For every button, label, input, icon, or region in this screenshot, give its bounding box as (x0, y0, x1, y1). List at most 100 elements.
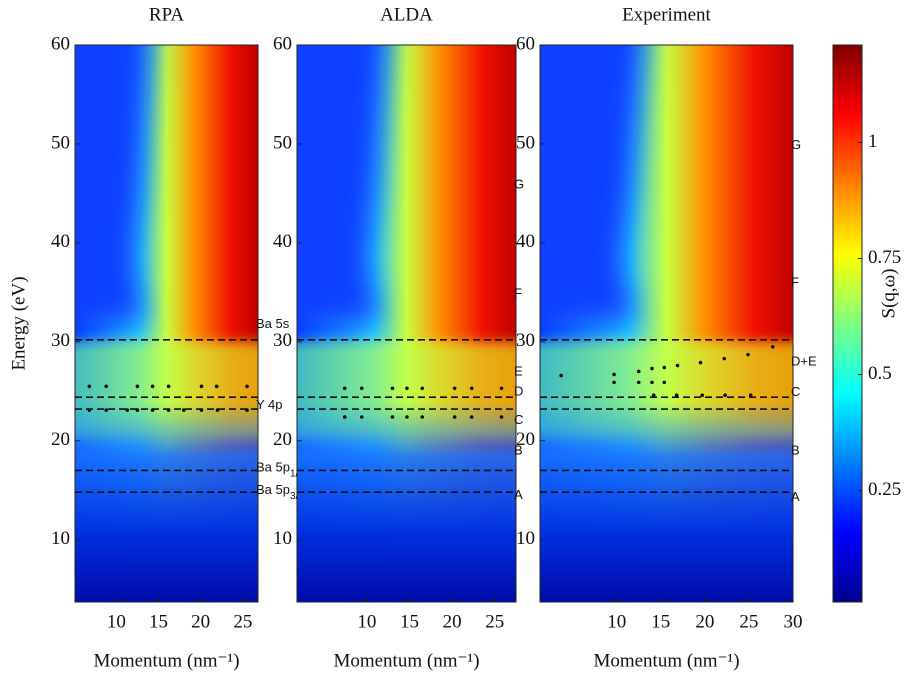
annotation-text: D+E (791, 354, 817, 369)
y-tick-label: 40 (516, 231, 535, 252)
data-point (342, 386, 347, 391)
x-tick-label: 10 (107, 611, 126, 632)
data-point (420, 386, 425, 391)
x-axis-label: Momentum (nm⁻¹) (333, 650, 479, 671)
data-point (650, 380, 654, 385)
x-tick-label: 20 (695, 611, 714, 632)
panel-title: RPA (149, 4, 184, 25)
annotation-text: B (514, 443, 523, 458)
heatmap (75, 45, 258, 602)
annotation: A (514, 488, 523, 503)
data-point (245, 408, 249, 412)
data-point (245, 384, 249, 389)
frame (296, 44, 517, 603)
annotation: D+E (791, 354, 817, 369)
colorbar (832, 44, 863, 603)
data-point (87, 408, 92, 412)
data-point (469, 415, 474, 419)
x-axis-label: Momentum (nm⁻¹) (593, 650, 739, 671)
annotation-text: C (514, 412, 523, 427)
y-tick-label: 40 (273, 231, 292, 252)
annotation-text: E (514, 364, 523, 379)
x-tick-label: 15 (651, 611, 670, 632)
data-point (499, 415, 504, 419)
annotation: F (791, 275, 799, 290)
panel-title: ALDA (380, 4, 433, 25)
heatmap-shade (297, 45, 387, 323)
data-point (559, 373, 563, 378)
data-point (722, 356, 727, 361)
heatmap (540, 45, 793, 602)
y-axis-label: Energy (eV) (8, 276, 29, 370)
y-tick-label: 20 (273, 429, 292, 450)
data-point (405, 386, 409, 391)
data-point (199, 384, 204, 389)
annotation: F (514, 286, 522, 301)
x-tick-label: 10 (357, 611, 376, 632)
y-tick-label: 10 (273, 528, 292, 549)
data-point (150, 384, 155, 389)
data-point (199, 408, 204, 412)
data-point (359, 386, 364, 391)
data-point (166, 384, 171, 389)
frame (74, 44, 259, 603)
annotation-text: Y 4p (256, 398, 283, 413)
annotation: E (514, 364, 523, 379)
annotation-text: D (514, 384, 523, 399)
data-point (662, 380, 667, 385)
data-point (674, 393, 679, 398)
data-point (166, 408, 171, 412)
data-point (87, 384, 92, 389)
heatmap-low (540, 401, 793, 602)
y-tick-label: 40 (51, 231, 70, 252)
data-point (150, 408, 155, 412)
data-point (359, 415, 364, 419)
annotation: B (791, 443, 800, 458)
x-tick-label: 25 (233, 611, 252, 632)
heatmap-low (75, 401, 258, 602)
data-point (612, 372, 616, 377)
data-point (612, 380, 616, 385)
data-point (452, 386, 457, 391)
annotation-text: Ba 5p (256, 483, 290, 498)
annotation-text: C (791, 385, 800, 400)
data-point (215, 408, 220, 412)
annotation: A (791, 490, 800, 505)
data-point (636, 380, 641, 385)
x-axis-label: Momentum (nm⁻¹) (93, 650, 239, 671)
heatmap-shade (540, 45, 644, 323)
y-tick-label: 50 (516, 132, 535, 153)
y-tick-label: 50 (273, 132, 292, 153)
annotation: G (514, 177, 524, 192)
data-point (651, 393, 656, 398)
data-point (342, 415, 347, 419)
data-point (390, 415, 395, 419)
heatmap-shade (75, 45, 150, 323)
y-tick-label: 30 (273, 330, 292, 351)
data-point (452, 415, 457, 419)
y-tick-label: 10 (516, 528, 535, 549)
data-point (125, 408, 130, 412)
annotation-text: A (791, 490, 800, 505)
x-tick-label: 25 (739, 611, 758, 632)
annotation-text: G (514, 177, 524, 192)
data-point (181, 408, 186, 412)
annotation: Y 4p (256, 398, 283, 413)
data-point (214, 384, 219, 389)
colorbar-tick-label: 0.25 (868, 479, 901, 500)
annotation: C (514, 412, 523, 427)
frame (539, 44, 794, 603)
annotation-text: G (791, 137, 801, 152)
data-point (723, 393, 727, 398)
y-tick-label: 10 (51, 528, 70, 549)
colorbar-tick-label: 0.5 (868, 363, 892, 384)
x-tick-label: 25 (485, 611, 504, 632)
data-point (748, 393, 753, 398)
y-tick-label: 20 (516, 429, 535, 450)
annotation-text: F (791, 275, 799, 290)
colorbar-label: S(q,ω) (878, 269, 899, 319)
x-tick-label: 15 (400, 611, 419, 632)
data-point (746, 352, 750, 357)
x-tick-label: 15 (149, 611, 168, 632)
